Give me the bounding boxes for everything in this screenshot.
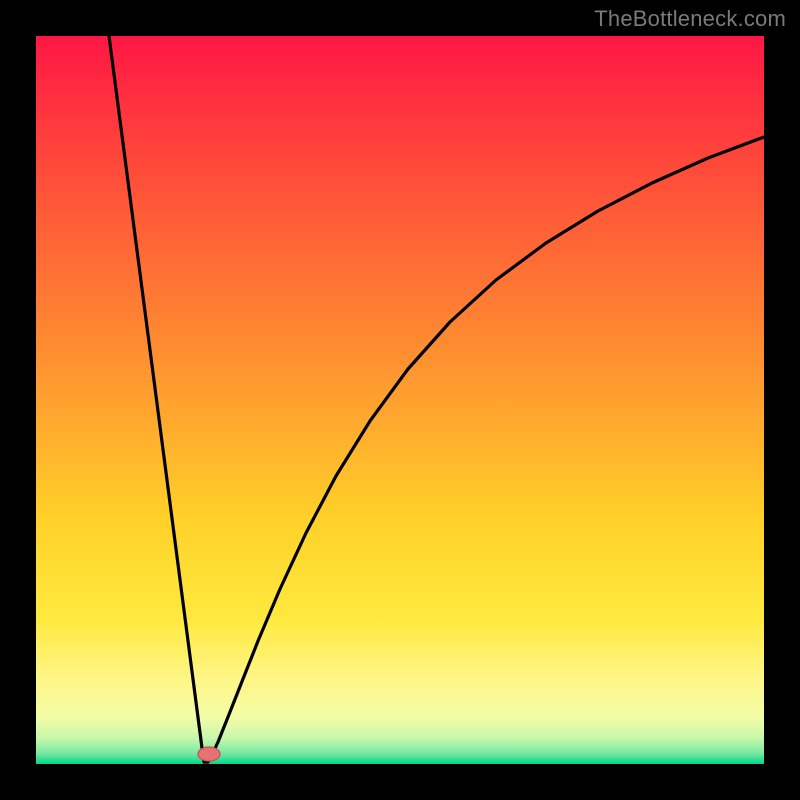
watermark-text: TheBottleneck.com	[594, 6, 786, 32]
plot-background-gradient	[36, 36, 764, 764]
chart-container: { "watermark": { "text": "TheBottleneck.…	[0, 0, 800, 800]
optimum-marker	[198, 747, 220, 761]
bottleneck-chart	[0, 0, 800, 800]
